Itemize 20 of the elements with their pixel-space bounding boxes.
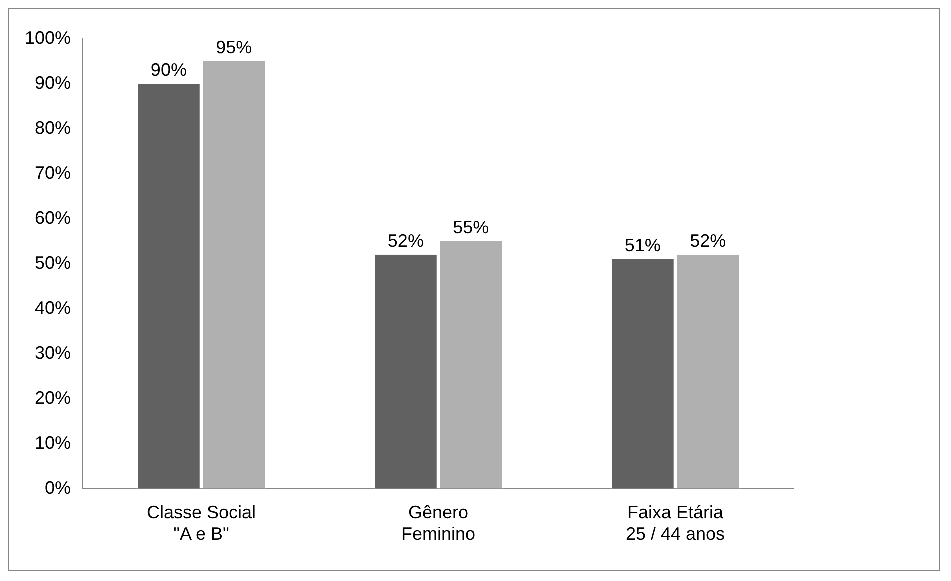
- x-tick-label: Gênero Feminino: [402, 502, 476, 544]
- y-tick-label: 0%: [45, 478, 72, 498]
- y-tick-label: 100%: [24, 28, 72, 48]
- y-tick-label: 10%: [35, 432, 72, 453]
- data-label: 55%: [453, 217, 490, 238]
- y-tick-label: 70%: [35, 162, 72, 183]
- y-tick-label: 50%: [35, 252, 72, 273]
- x-tick-label: Classe Social "A e B": [147, 502, 256, 544]
- data-label: 90%: [150, 60, 187, 80]
- y-tick-label: 80%: [35, 118, 72, 138]
- data-label: 52%: [690, 230, 726, 251]
- x-tick-label: Faixa Etária 25 / 44 anos: [626, 502, 726, 544]
- data-label: 51%: [624, 235, 661, 256]
- y-tick-label: 30%: [35, 342, 72, 363]
- y-tick-label: 60%: [35, 208, 72, 228]
- y-tick-label: 20%: [35, 388, 72, 408]
- data-label: 52%: [388, 230, 424, 251]
- data-label: 95%: [216, 37, 252, 58]
- y-tick-label: 40%: [35, 298, 72, 318]
- y-tick-label: 90%: [35, 72, 72, 93]
